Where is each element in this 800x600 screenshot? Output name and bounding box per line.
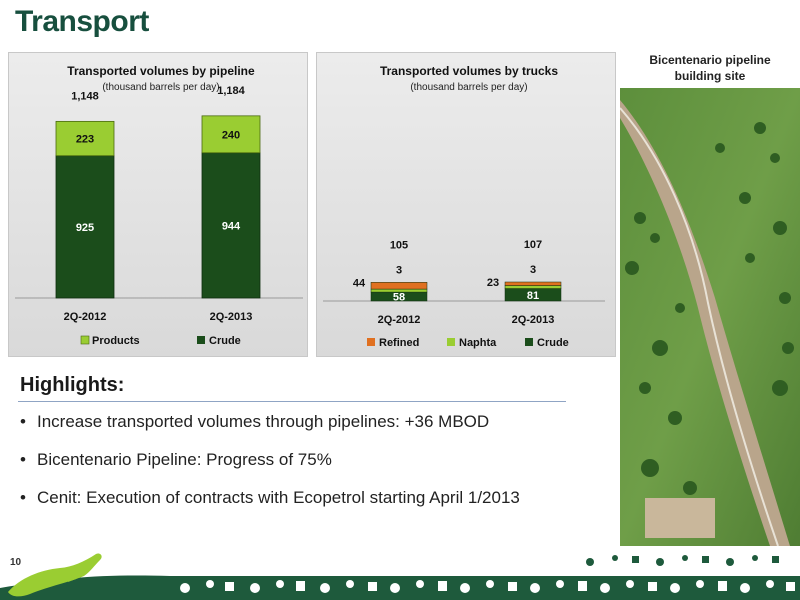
highlights-list: Increase transported volumes through pip…	[20, 408, 520, 522]
bar-value-label: 3	[530, 264, 536, 276]
bar-value-label: 3	[396, 264, 402, 276]
bar-value-label: 925	[76, 222, 94, 234]
legend-label: Refined	[379, 337, 419, 349]
highlights-title: Highlights:	[20, 374, 125, 396]
photo-caption: Bicentenario pipeline building site	[649, 53, 771, 83]
bar-value-label: 81	[527, 290, 539, 302]
highlight-item: Bicentenario Pipeline: Progress of 75%	[20, 446, 520, 484]
x-tick-label: 2Q-2013	[210, 311, 253, 323]
legend-swatch-naphtha	[447, 338, 455, 346]
bar-crude	[55, 155, 115, 299]
highlight-item: Increase transported volumes through pip…	[20, 408, 520, 446]
bar-value-label: 944	[222, 220, 241, 232]
bar-refined	[370, 282, 428, 290]
bar-products	[201, 115, 261, 154]
legend-swatch-crude	[197, 336, 205, 344]
x-tick-label: 2Q-2012	[64, 311, 107, 323]
pipeline-chart: Transported volumes by pipeline (thousan…	[15, 64, 303, 347]
highlight-item: Cenit: Execution of contracts with Ecope…	[20, 484, 520, 522]
highlights-divider	[18, 401, 566, 402]
x-tick-label: 2Q-2013	[512, 314, 555, 326]
bar-value-label: 44	[353, 277, 366, 289]
chart-title: Transported volumes by pipeline	[67, 64, 255, 78]
legend-swatch-crude	[525, 338, 533, 346]
legend-label: Crude	[537, 337, 569, 349]
legend-label: Products	[92, 335, 140, 347]
pipeline-site-photo	[620, 88, 800, 546]
page-number: 10	[10, 557, 22, 568]
footer-wave-shape	[0, 575, 800, 600]
chart-subtitle: (thousand barrels per day)	[410, 82, 527, 93]
legend-label: Crude	[209, 335, 241, 347]
bar-value-label: 58	[393, 292, 405, 304]
bar-value-label: 240	[222, 129, 240, 141]
trucks-chart-panel: Transported volumes by trucks (thousand …	[316, 52, 616, 357]
bar-value-label: 223	[76, 134, 94, 146]
iguana-logo-icon	[8, 553, 102, 597]
bar-total-label: 107	[524, 239, 542, 251]
legend-swatch-refined	[367, 338, 375, 346]
bar-value-label: 23	[487, 277, 499, 289]
legend-swatch-products	[80, 335, 90, 345]
footer-decoration	[0, 553, 800, 600]
slide-title: Transport	[15, 5, 149, 38]
chart-title: Transported volumes by trucks	[380, 64, 558, 78]
bar-naphta	[504, 285, 562, 289]
bar-total-label: 105	[390, 239, 408, 251]
trucks-chart: Transported volumes by trucks (thousand …	[323, 64, 605, 349]
x-tick-label: 2Q-2012	[378, 314, 421, 326]
bar-refined	[504, 281, 562, 286]
bar-products	[55, 120, 115, 157]
chart-subtitle: (thousand barrels per day)	[102, 82, 219, 93]
aerial-photo-illustration	[620, 88, 800, 546]
pattern-icons-upper	[586, 555, 779, 566]
bar-total-label: 1,148	[71, 90, 99, 102]
pattern-icons	[180, 580, 795, 593]
pipeline-chart-panel: Transported volumes by pipeline (thousan…	[8, 52, 308, 357]
bar-total-label: 1,184	[217, 85, 245, 97]
legend-label: Naphta	[459, 337, 497, 349]
